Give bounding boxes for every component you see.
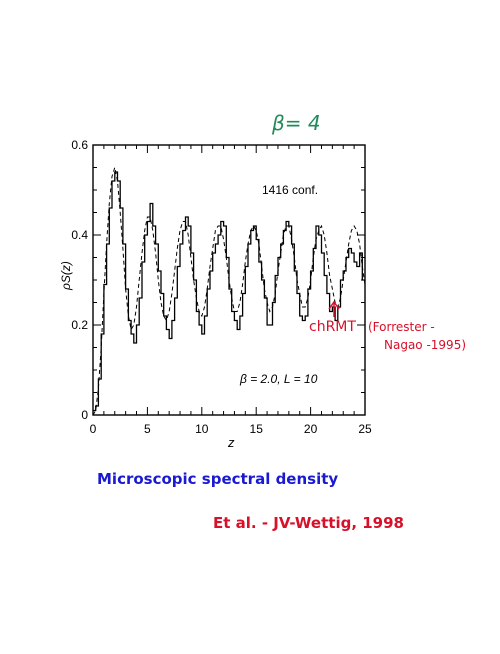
y-tick-label: 0.4 [71,228,88,242]
x-tick-label: 25 [358,422,372,436]
y-tick-label: 0 [81,408,88,422]
beta-title: β= 4 [271,111,321,135]
series-histogram [93,171,365,412]
series-rmt-curve [92,167,366,416]
inset-params-label: β = 2.0, L = 10 [239,372,318,386]
x-tick-label: 15 [250,422,264,436]
chrmt-label: chRMT [309,319,356,335]
x-tick-label: 5 [144,422,151,436]
x-tick-label: 20 [304,422,318,436]
inset-conf-label: 1416 conf. [262,183,318,197]
axis-tick-labels: 0 5 10 15 20 25 0 0.2 0.4 0.6 [71,138,372,436]
x-tick-label: 10 [195,422,209,436]
citation: Et al. - JV-Wettig, 1998 [213,514,404,532]
series-layer [92,167,366,416]
y-tick-label: 0.2 [71,318,88,332]
x-tick-label: 0 [90,422,97,436]
chrmt-ref-line2: Nagao -1995) [384,338,466,352]
y-tick-label: 0.6 [71,138,88,152]
chrmt-arrow-head [328,300,340,310]
chrmt-ref-line1: (Forrester - [368,320,435,334]
chrmt-annotation: chRMT (Forrester - Nagao -1995) [309,300,466,352]
y-axis-label: ρS(z) [59,261,73,291]
x-axis-label: z [227,435,235,450]
plot-area: 0 5 10 15 20 25 0 0.2 0.4 0.6 1416 conf. β = 2.0,… [59,138,372,450]
caption: Microscopic spectral density [97,470,338,488]
axis-ticks [92,144,366,416]
